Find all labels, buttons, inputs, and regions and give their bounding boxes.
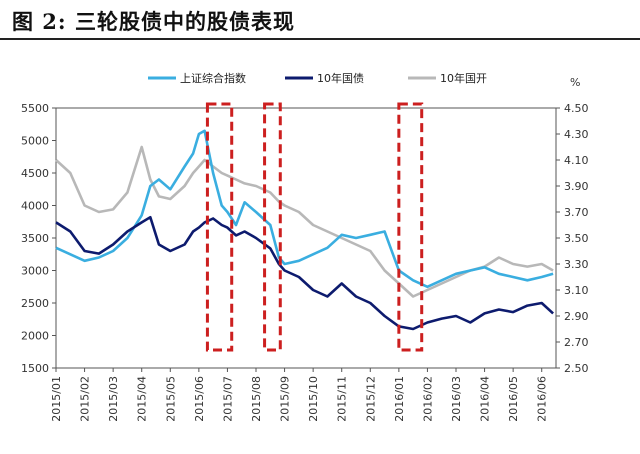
x-axis-tick-label: 2016/06: [536, 376, 549, 422]
x-axis-tick-label: 2015/05: [164, 376, 177, 422]
right-axis-unit: %: [570, 76, 580, 89]
legend-label-2: 10年国开: [440, 71, 487, 85]
legend-label-1: 10年国债: [317, 71, 364, 85]
left-axis-tick-label: 3000: [21, 265, 49, 278]
series-line-0: [55, 129, 554, 289]
x-axis-tick-label: 2015/11: [336, 376, 349, 422]
x-axis-tick-label: 2015/07: [221, 376, 234, 422]
x-axis-tick-label: 2016/05: [507, 376, 520, 422]
left-axis-tick-label: 3500: [21, 232, 49, 245]
right-axis-tick-label: 4.30: [564, 128, 589, 141]
x-axis-tick-label: 2015/08: [250, 376, 263, 422]
right-axis-tick-label: 3.70: [564, 206, 589, 219]
left-axis-tick-label: 5500: [21, 102, 49, 115]
figure-title: 图 2: 三轮股债中的股债表现: [12, 9, 295, 34]
right-axis-tick-label: 2.70: [564, 336, 589, 349]
x-axis-tick-label: 2016/02: [421, 376, 434, 422]
x-axis-tick-label: 2016/03: [450, 376, 463, 422]
left-axis-tick-label: 2500: [21, 297, 49, 310]
x-axis-tick-label: 2015/03: [107, 376, 120, 422]
x-axis-tick-label: 2015/12: [364, 376, 377, 422]
legend-label-0: 上证综合指数: [180, 71, 246, 85]
x-axis-tick-label: 2015/10: [307, 376, 320, 422]
x-axis-tick-label: 2015/06: [193, 376, 206, 422]
left-axis-tick-label: 5000: [21, 135, 49, 148]
x-axis-tick-label: 2016/04: [479, 376, 492, 422]
highlight-box-3: [397, 102, 424, 352]
left-axis-tick-label: 4500: [21, 167, 49, 180]
right-axis-tick-label: 2.50: [564, 362, 589, 375]
right-axis-tick-label: 3.50: [564, 232, 589, 245]
x-axis-tick-label: 2016/01: [393, 376, 406, 422]
x-axis-tick-label: 2015/04: [136, 376, 149, 422]
right-axis-tick-label: 3.30: [564, 258, 589, 271]
right-axis-tick-label: 4.10: [564, 154, 589, 167]
highlight-box-1: [205, 102, 234, 352]
x-axis-tick-label: 2015/02: [79, 376, 92, 422]
series-line-1: [55, 215, 554, 331]
plot-border: [55, 107, 557, 369]
right-axis-tick-label: 3.90: [564, 180, 589, 193]
left-axis-tick-label: 2000: [21, 330, 49, 343]
right-axis-tick-label: 4.50: [564, 102, 589, 115]
x-axis-tick-label: 2015/01: [50, 376, 63, 422]
left-axis-tick-label: 1500: [21, 362, 49, 375]
right-axis-tick-label: 3.10: [564, 284, 589, 297]
right-axis-tick-label: 2.90: [564, 310, 589, 323]
left-axis-tick-label: 4000: [21, 200, 49, 213]
highlight-box-2: [263, 102, 282, 352]
series-line-2: [55, 145, 554, 298]
x-axis-tick-label: 2015/09: [279, 376, 292, 422]
title-divider: [0, 38, 640, 40]
